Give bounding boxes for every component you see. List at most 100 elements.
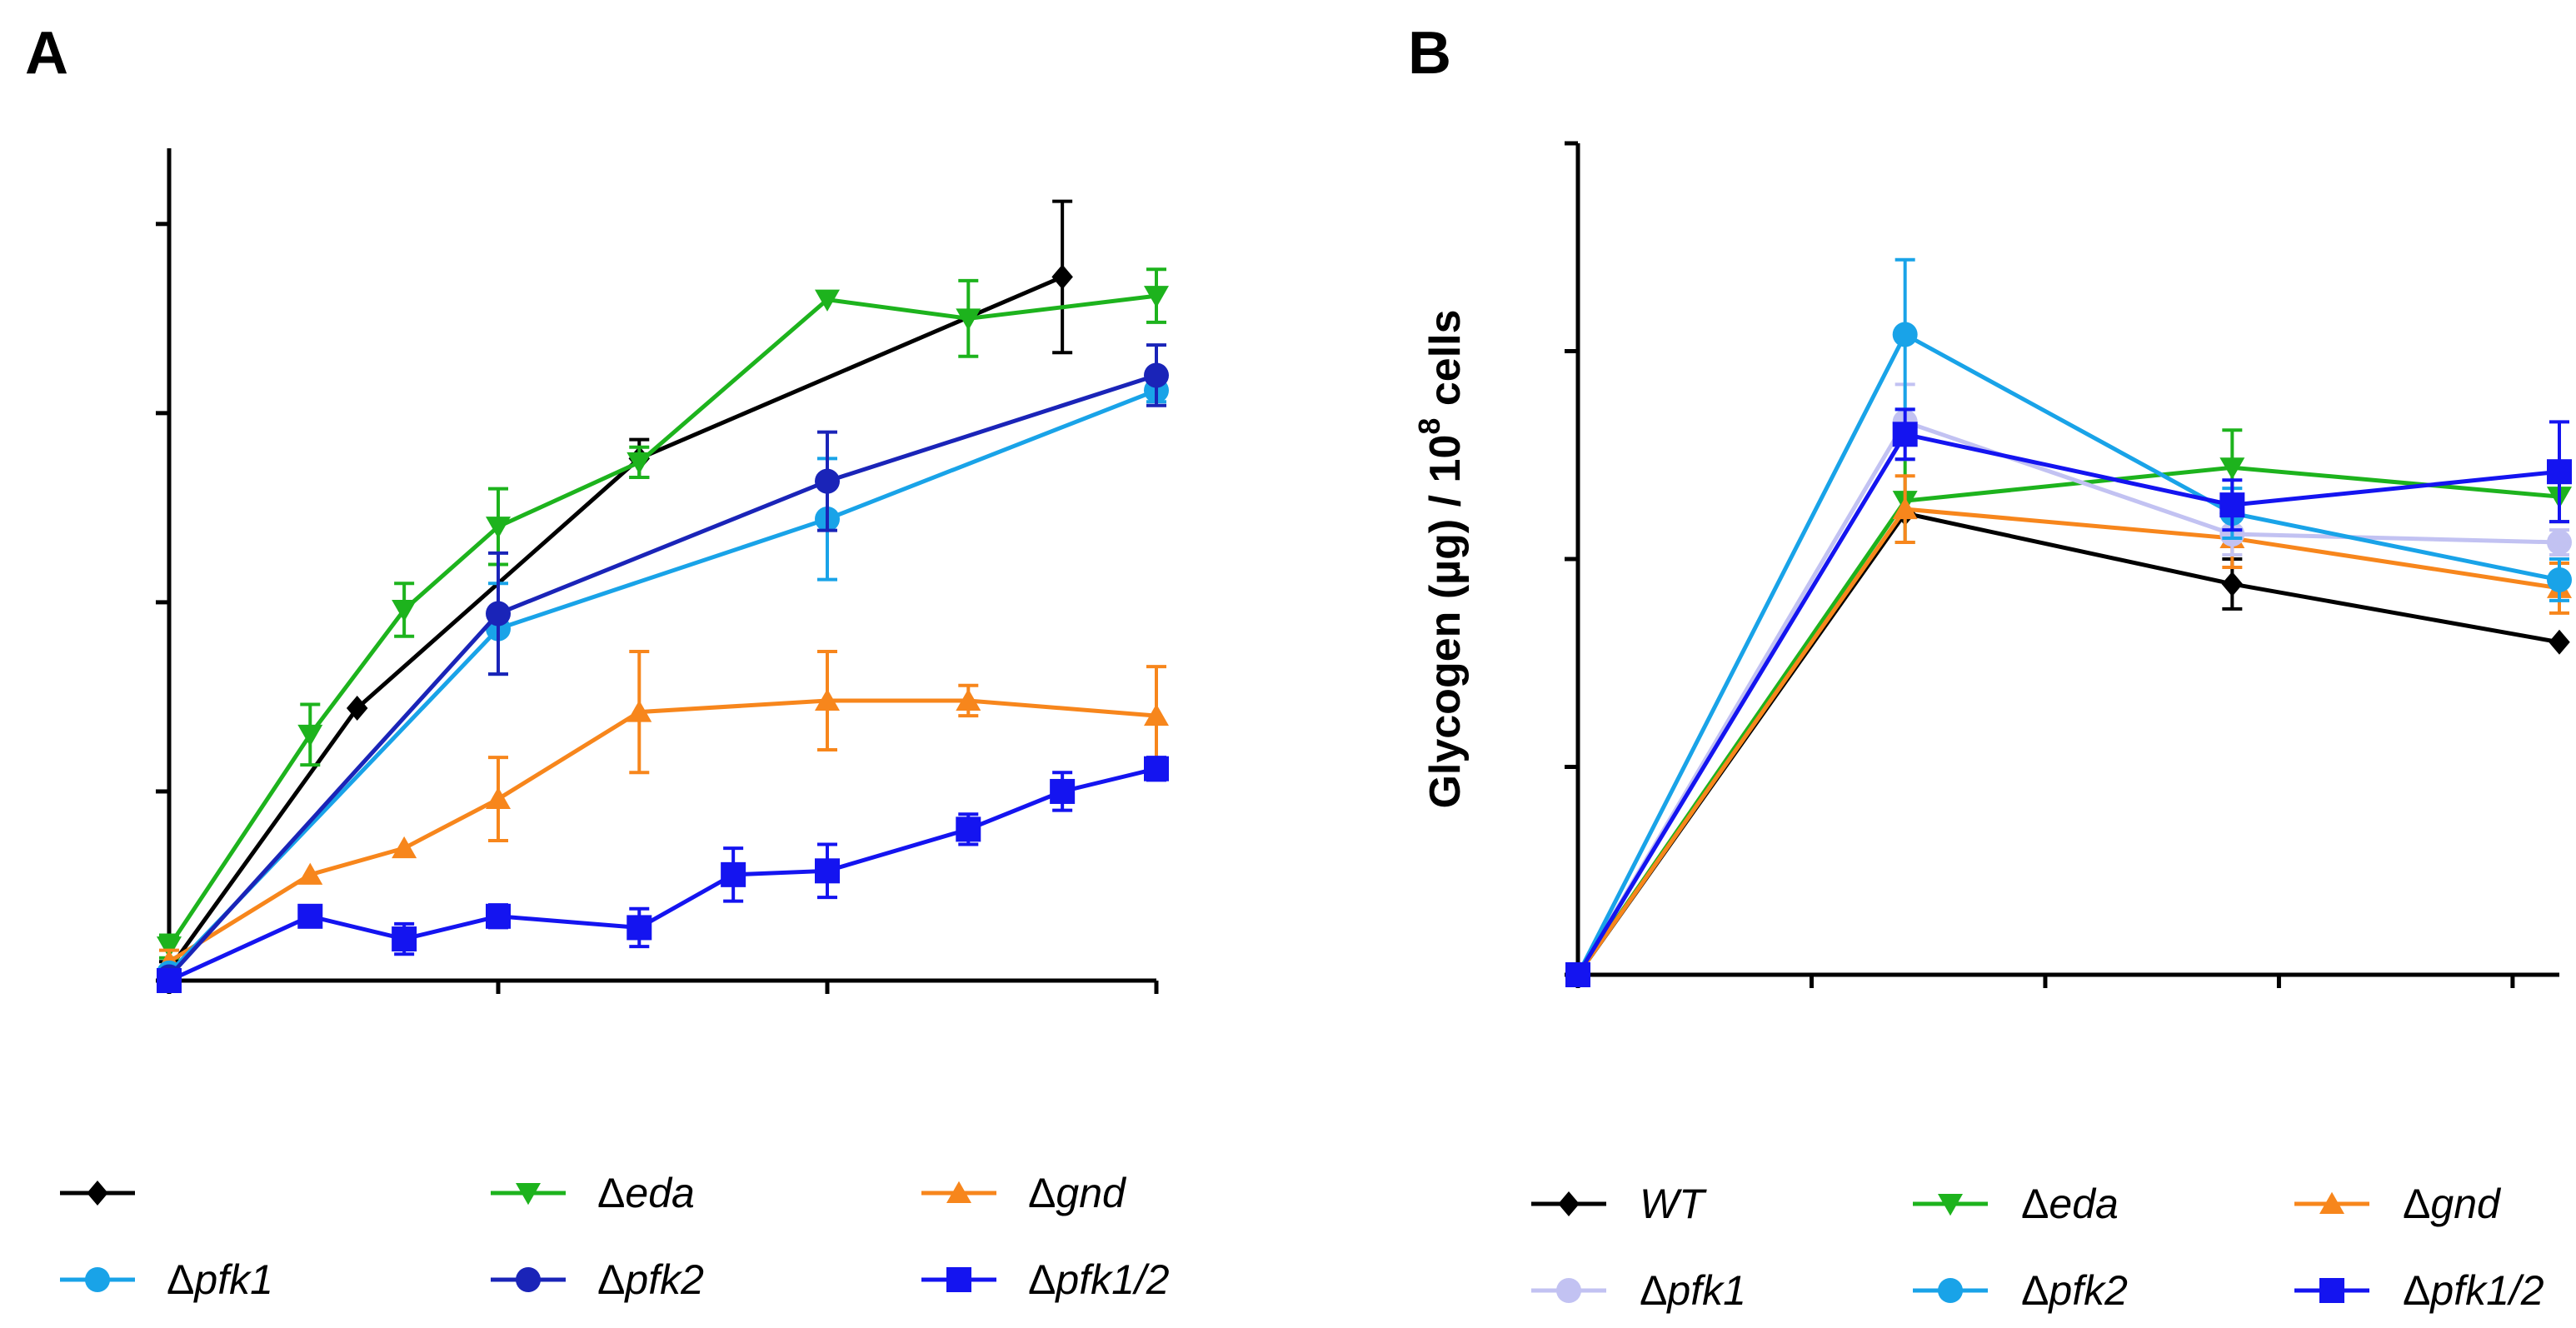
legend-marker: [946, 1267, 971, 1292]
series-line: [167, 388, 1157, 975]
legend-marker: [2319, 1278, 2344, 1303]
series-Δpfk1: [157, 377, 1169, 986]
series-line: [1575, 419, 2560, 976]
data-point: [2219, 457, 2245, 480]
data-point: [1565, 962, 1590, 987]
legend-delta: Δ: [1028, 1256, 1056, 1303]
data-point: [297, 862, 323, 885]
legend-item-WT: WT: [1531, 1181, 1707, 1227]
legend-item-Δpfk1: Δpfk1: [60, 1256, 273, 1303]
data-point: [1051, 264, 1073, 290]
data-point: [956, 816, 981, 842]
legend-item-Δeda: Δeda: [491, 1170, 695, 1216]
legend-label: Δpfk2: [2021, 1267, 2128, 1314]
legend-item-WT: [60, 1181, 135, 1206]
legend-item-Δpfk1: Δpfk1: [1531, 1267, 1746, 1314]
legend-item-Δpfk1/2: Δpfk1/2: [2294, 1267, 2544, 1314]
legend-gene: pfk2: [623, 1256, 704, 1303]
legend-gene: gnd: [2430, 1181, 2502, 1227]
legend-marker: [946, 1181, 971, 1203]
legend-gene: pfk1: [192, 1256, 273, 1303]
data-point: [627, 452, 652, 475]
data-point: [1144, 756, 1169, 781]
series-line: [1575, 507, 2560, 976]
data-point: [2549, 629, 2570, 655]
panel-b-label: B: [1408, 20, 1451, 87]
data-point: [392, 926, 417, 952]
legend-item-Δpfk2: Δpfk2: [1913, 1267, 2128, 1314]
legend-delta: Δ: [2403, 1181, 2430, 1227]
series-line: [1575, 465, 2560, 976]
series-Δeda: [1565, 428, 2572, 987]
legend-label: Δpfk1/2: [2403, 1267, 2544, 1314]
legend-item-Δgnd: Δgnd: [2294, 1181, 2502, 1227]
data-point: [627, 915, 652, 941]
legend-delta: Δ: [1028, 1170, 1056, 1216]
data-point: [486, 786, 511, 810]
legend-delta: Δ: [597, 1170, 625, 1216]
legend-gene: pfk2: [2047, 1267, 2128, 1314]
legend-delta: Δ: [1640, 1267, 1667, 1314]
legend-gene: pfk1: [1665, 1267, 1746, 1314]
series-line: [1575, 332, 2560, 976]
legend-item-Δpfk1/2: Δpfk1/2: [921, 1256, 1170, 1303]
legend-marker: [2319, 1191, 2344, 1214]
legend-label: Δpfk1: [167, 1256, 273, 1303]
series-line: [167, 766, 1157, 983]
y-axis-title-suffix: cells: [1421, 309, 1470, 417]
data-point: [2221, 571, 2244, 597]
legend-item-Δeda: Δeda: [1913, 1181, 2119, 1227]
data-point: [1892, 497, 1918, 520]
data-point: [721, 861, 746, 887]
legend-marker: [87, 1181, 108, 1206]
legend-marker: [1556, 1278, 1581, 1303]
series-line: [167, 373, 1157, 979]
series-line: [1575, 432, 2560, 976]
data-point: [2547, 567, 2572, 592]
data-point: [157, 968, 182, 993]
data-point: [1892, 322, 1918, 347]
series-Δpfk1/2: [1565, 407, 2572, 987]
y-axis-title-superscript: 8: [1412, 418, 1446, 435]
data-point: [346, 696, 368, 721]
data-point: [815, 289, 840, 312]
series-line: [167, 698, 1157, 964]
data-point: [486, 601, 511, 627]
legend-marker: [1938, 1278, 1963, 1303]
data-point: [1892, 422, 1918, 447]
data-point: [1144, 703, 1169, 726]
y-axis-title-main: Glycogen (µg) / 10: [1421, 435, 1470, 809]
series-line: [167, 293, 1157, 948]
data-point: [815, 858, 840, 884]
legend-label: Δeda: [2021, 1181, 2119, 1227]
legend-gene: WT: [1640, 1181, 1707, 1227]
data-point: [815, 688, 840, 711]
data-point: [627, 700, 652, 722]
legend-gene: pfk1/2: [2429, 1267, 2544, 1314]
data-point: [486, 517, 511, 539]
data-point: [297, 724, 323, 747]
data-point: [815, 468, 840, 494]
series-Δpfk1/2: [157, 756, 1169, 993]
legend-marker: [85, 1267, 110, 1292]
data-point: [956, 308, 981, 331]
legend-gene: eda: [2049, 1181, 2118, 1227]
legend-gene: gnd: [1056, 1170, 1127, 1216]
data-point: [1050, 778, 1076, 804]
series-Δpfk2: [1565, 257, 2572, 987]
legend-marker: [1558, 1191, 1580, 1216]
data-point: [2547, 459, 2572, 485]
legend-delta: Δ: [167, 1256, 194, 1303]
series-line: [1575, 511, 2560, 976]
legend-delta: Δ: [2021, 1181, 2049, 1227]
legend-item-Δgnd: Δgnd: [921, 1170, 1127, 1216]
legend-item-Δpfk2: Δpfk2: [491, 1256, 704, 1303]
legend-gene: eda: [625, 1170, 694, 1216]
legend-label: Δpfk1/2: [1028, 1256, 1170, 1303]
data-point: [1144, 286, 1169, 308]
legend-marker: [1938, 1194, 1963, 1216]
legend-marker: [516, 1267, 541, 1292]
